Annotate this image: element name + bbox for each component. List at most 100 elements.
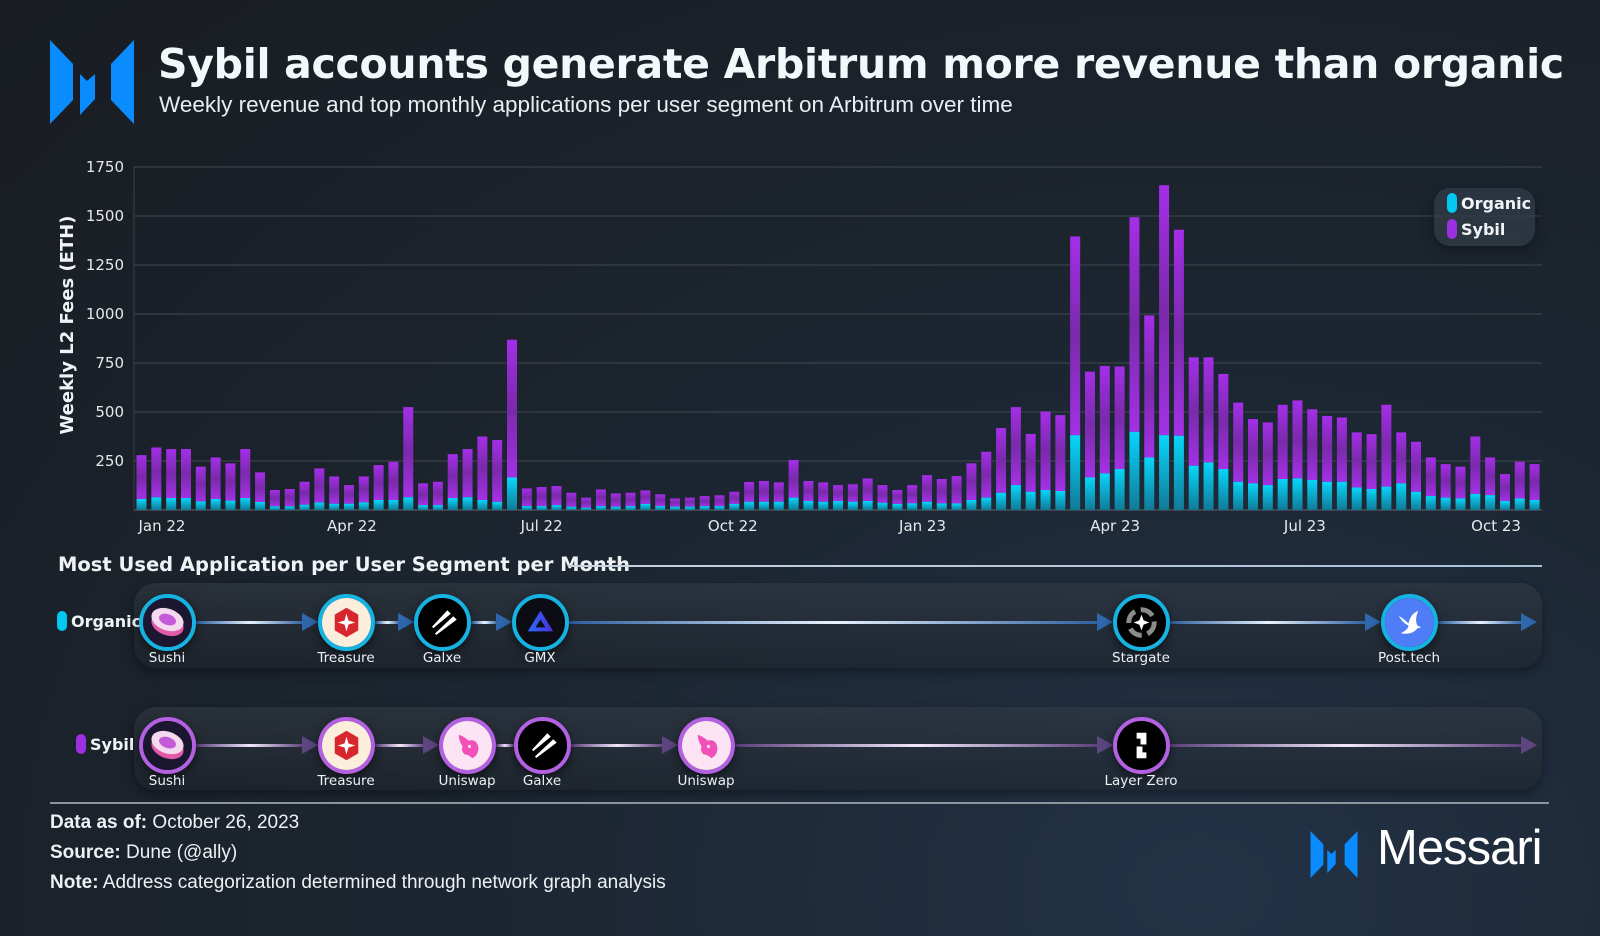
bar-sybil xyxy=(1188,357,1199,466)
bar-sybil xyxy=(818,482,829,502)
bar-sybil xyxy=(758,480,769,502)
x-tick-label: Jan 22 xyxy=(137,517,185,535)
organic-timeline-connector xyxy=(1169,620,1367,624)
bar-sybil xyxy=(625,492,636,507)
bar-organic xyxy=(1292,478,1303,510)
bar-organic xyxy=(1055,490,1066,510)
bar-organic xyxy=(1307,480,1318,510)
bar-sybil xyxy=(343,485,354,504)
sybil-timeline-connector xyxy=(1169,743,1523,747)
bar-organic xyxy=(670,506,681,510)
bar-organic xyxy=(744,501,755,510)
bar-sybil xyxy=(1070,236,1081,436)
data-as-of: Data as of: October 26, 2023 xyxy=(50,812,300,833)
bar-sybil xyxy=(847,484,858,502)
bar-sybil xyxy=(1411,441,1422,492)
bar-sybil xyxy=(803,480,814,501)
bar-sybil xyxy=(462,449,473,498)
uniswap-icon xyxy=(438,716,496,774)
sybil-app-label: Uniswap xyxy=(677,773,735,789)
bar-organic xyxy=(240,498,251,510)
y-tick-label: 250 xyxy=(95,452,124,470)
section-title: Most Used Application per User Segment p… xyxy=(58,553,631,576)
bar-sybil xyxy=(1010,407,1021,486)
y-tick-label: 1000 xyxy=(86,305,124,323)
bar-organic xyxy=(507,477,517,510)
bar-organic xyxy=(1129,431,1140,510)
bar-organic xyxy=(1322,481,1333,510)
bar-organic xyxy=(862,500,873,510)
bar-organic xyxy=(1025,491,1036,510)
bar-sybil xyxy=(1129,217,1140,432)
bar-organic xyxy=(1218,469,1229,510)
bar-organic xyxy=(1499,500,1510,510)
bar-sybil xyxy=(877,485,888,503)
bar-sybil xyxy=(907,485,918,504)
bar-sybil xyxy=(418,483,429,506)
bar-sybil xyxy=(1381,404,1392,487)
bar-organic xyxy=(610,506,621,510)
bar-sybil xyxy=(714,495,725,507)
source: Source: Dune (@ally) xyxy=(50,842,238,863)
bar-organic xyxy=(566,506,577,510)
bar-organic xyxy=(418,505,429,510)
x-tick-label: Oct 22 xyxy=(708,517,758,535)
bar-organic xyxy=(255,501,266,510)
bar-organic xyxy=(1188,465,1199,510)
bar-organic xyxy=(684,506,695,510)
bar-sybil xyxy=(921,475,932,502)
bar-sybil xyxy=(1292,400,1303,479)
bar-organic xyxy=(210,499,221,510)
bar-sybil xyxy=(225,463,236,501)
bar-sybil xyxy=(1470,436,1481,494)
messari-brand-logo-icon xyxy=(1310,831,1358,878)
bar-organic xyxy=(803,500,814,510)
bar-organic xyxy=(1485,495,1496,510)
bar-organic xyxy=(640,503,651,510)
bar-sybil xyxy=(1159,185,1170,436)
bar-organic xyxy=(1514,498,1525,510)
sushi-icon xyxy=(138,716,196,774)
bar-organic xyxy=(462,497,473,510)
bar-sybil xyxy=(640,490,651,504)
y-tick-label: 500 xyxy=(95,403,124,421)
x-tick-label: Apr 22 xyxy=(327,517,377,535)
organic-app-label: Galxe xyxy=(422,650,462,666)
arrow-right-icon xyxy=(1096,736,1113,754)
sushi-icon xyxy=(138,593,196,651)
arrow-right-icon xyxy=(422,736,439,754)
x-axis-ticks: Jan 22 Apr 22 Jul 22 Oct 22 Jan 23 Apr 23 Jul … xyxy=(137,517,1520,535)
gmx-icon xyxy=(511,593,569,651)
bar-organic xyxy=(492,501,503,510)
bar-organic xyxy=(388,500,399,510)
bar-organic xyxy=(536,506,547,510)
bar-organic xyxy=(136,499,147,510)
bar-organic xyxy=(788,497,799,510)
bar-organic xyxy=(877,502,888,510)
bar-organic xyxy=(1084,477,1095,510)
messari-logo-icon xyxy=(50,40,134,124)
bar-sybil xyxy=(299,481,310,505)
bar-sybil xyxy=(1114,366,1125,470)
bar-sybil xyxy=(358,476,369,503)
uniswap-icon xyxy=(677,716,735,774)
organic-app-label: Sushi xyxy=(148,650,186,666)
bar-organic xyxy=(996,492,1007,510)
bar-sybil xyxy=(981,451,992,498)
bar-sybil xyxy=(447,454,458,499)
arrow-right-icon xyxy=(495,613,512,631)
organic-timeline-connector xyxy=(195,620,304,624)
bar-sybil xyxy=(595,489,606,507)
bar-sybil xyxy=(136,455,147,500)
bar-sybil xyxy=(862,478,873,501)
bar-organic xyxy=(269,506,280,510)
bar-organic xyxy=(1173,435,1184,510)
bar-sybil xyxy=(996,428,1007,493)
footer-divider xyxy=(50,802,1549,804)
sybil-timeline-connector xyxy=(734,743,1099,747)
y-tick-label: 1500 xyxy=(86,207,124,225)
organic-timeline-connector xyxy=(470,620,498,624)
bar-sybil xyxy=(936,479,947,504)
sybil-app-label: Layer Zero xyxy=(1104,773,1178,789)
sybil-timeline-connector xyxy=(495,743,514,747)
